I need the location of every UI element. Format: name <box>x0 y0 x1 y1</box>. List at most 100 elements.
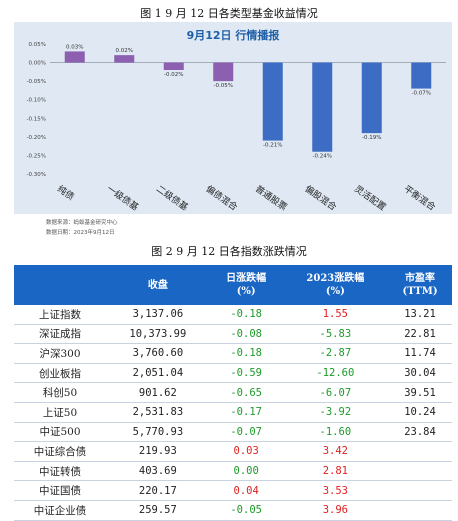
table-row: 沪深300 3,760.60 -0.18 -2.87 11.74 <box>14 343 452 364</box>
fund-returns-chart: 9月12日 行情播报 0.05% 0.00% -0.05% -0.10% -0.15% -… <box>14 22 452 214</box>
bar <box>213 62 234 82</box>
bar <box>361 62 382 134</box>
cell-name: 深证成指 <box>14 324 106 345</box>
cell-day: -0.08 <box>209 324 283 345</box>
cell-pe <box>388 500 452 521</box>
cell-ytd: 2.81 <box>282 461 389 482</box>
bar <box>262 62 283 141</box>
index-table: 收盘 日涨跌幅 (%) 2023涨跌幅 (%) 市盈率 (TTM) 上证指数 3,137… <box>14 265 452 521</box>
cell-pe: 23.84 <box>388 422 452 443</box>
cell-ytd: -12.60 <box>282 363 389 384</box>
bar <box>114 55 135 63</box>
data-label: 0.03% <box>66 44 83 50</box>
y-tick-label: -0.30% <box>27 172 46 178</box>
x-tick-label: 一级债基 <box>105 183 141 213</box>
data-label: -0.19% <box>362 135 381 141</box>
cell-day: 0.03 <box>209 441 283 462</box>
cell-name: 沪深300 <box>14 343 106 364</box>
cell-ytd: 3.42 <box>282 441 389 462</box>
x-tick-label: 二级债基 <box>154 183 190 213</box>
cell-day: -0.18 <box>209 343 283 364</box>
cell-pe <box>388 480 452 501</box>
cell-name: 科创50 <box>14 382 106 403</box>
data-label: -0.07% <box>412 91 431 97</box>
data-label: -0.24% <box>313 154 332 160</box>
cell-close: 220.17 <box>106 480 210 501</box>
table-row: 创业板指 2,051.04 -0.59 -12.60 30.04 <box>14 363 452 384</box>
header-day-change: 日涨跌幅 (%) <box>209 265 283 305</box>
cell-name: 上证50 <box>14 402 106 423</box>
cell-pe: 10.24 <box>388 402 452 423</box>
cell-name: 中证500 <box>14 422 106 443</box>
cell-day: -0.17 <box>209 402 283 423</box>
cell-pe: 22.81 <box>388 324 452 345</box>
figure2-caption: 图 2 9 月 12 日各指数涨跌情况 <box>151 245 307 258</box>
x-tick-label: 灵活配置 <box>352 183 388 213</box>
table-row: 中证转债 403.69 0.00 2.81 <box>14 461 452 482</box>
table-row: 科创50 901.62 -0.65 -6.07 39.51 <box>14 382 452 403</box>
cell-ytd: 3.96 <box>282 500 389 521</box>
cell-pe: 30.04 <box>388 363 452 384</box>
cell-close: 259.57 <box>106 500 210 521</box>
cell-close: 2,531.83 <box>106 402 210 423</box>
cell-pe: 13.21 <box>388 305 452 325</box>
table-row: 上证50 2,531.83 -0.17 -3.92 10.24 <box>14 402 452 423</box>
table-header-row: 收盘 日涨跌幅 (%) 2023涨跌幅 (%) 市盈率 (TTM) <box>14 265 452 305</box>
y-tick-label: -0.10% <box>27 98 46 104</box>
cell-day: -0.07 <box>209 422 283 443</box>
cell-day: -0.59 <box>209 363 283 384</box>
cell-close: 901.62 <box>106 382 210 403</box>
cell-name: 中证综合债 <box>14 441 106 462</box>
chart-title: 9月12日 行情播报 <box>186 29 280 42</box>
header-pe: 市盈率 (TTM) <box>388 265 452 305</box>
cell-pe: 11.74 <box>388 343 452 364</box>
x-tick-label: 偏债混合 <box>204 183 240 213</box>
cell-name: 中证企业债 <box>14 500 106 521</box>
cell-day: -0.65 <box>209 382 283 403</box>
data-label: -0.02% <box>164 72 183 78</box>
cell-close: 2,051.04 <box>106 363 210 384</box>
data-label: 0.02% <box>116 48 133 54</box>
bar <box>64 51 85 63</box>
y-tick-label: -0.15% <box>27 116 46 122</box>
table-row: 中证综合债 219.93 0.03 3.42 <box>14 441 452 462</box>
y-tick-label: 0.00% <box>29 61 46 67</box>
y-tick-label: -0.25% <box>27 153 46 159</box>
cell-ytd: -6.07 <box>282 382 389 403</box>
x-tick-label: 偏股混合 <box>303 183 339 213</box>
cell-close: 10,373.99 <box>106 324 210 345</box>
bar <box>312 62 333 152</box>
cell-close: 5,770.93 <box>106 422 210 443</box>
header-name <box>14 265 106 305</box>
cell-ytd: -2.87 <box>282 343 389 364</box>
cell-name: 上证指数 <box>14 305 106 325</box>
bar <box>411 62 432 89</box>
table-row: 上证指数 3,137.06 -0.18 1.55 13.21 <box>14 305 452 325</box>
cell-name: 中证国债 <box>14 480 106 501</box>
data-label: -0.05% <box>214 83 233 89</box>
cell-close: 3,760.60 <box>106 343 210 364</box>
cell-close: 3,137.06 <box>106 305 210 325</box>
cell-close: 403.69 <box>106 461 210 482</box>
y-tick-label: -0.20% <box>27 135 46 141</box>
cell-ytd: -3.92 <box>282 402 389 423</box>
table-row: 中证企业债 259.57 -0.05 3.96 <box>14 500 452 521</box>
y-tick-label: 0.05% <box>29 42 46 48</box>
cell-pe <box>388 461 452 482</box>
table-row: 深证成指 10,373.99 -0.08 -5.83 22.81 <box>14 324 452 345</box>
cell-ytd: -5.83 <box>282 324 389 345</box>
x-tick-label: 纯债 <box>55 183 77 203</box>
x-tick-label: 普通股票 <box>253 183 289 213</box>
cell-day: -0.18 <box>209 305 283 325</box>
cell-pe: 39.51 <box>388 382 452 403</box>
cell-pe <box>388 441 452 462</box>
cell-name: 中证转债 <box>14 461 106 482</box>
cell-day: -0.05 <box>209 500 283 521</box>
figure1-caption: 图 1 9 月 12 日各类型基金收益情况 <box>140 7 318 20</box>
y-tick-label: -0.05% <box>27 79 46 85</box>
header-ytd-change: 2023涨跌幅 (%) <box>282 265 389 305</box>
cell-day: 0.04 <box>209 480 283 501</box>
cell-close: 219.93 <box>106 441 210 462</box>
header-close: 收盘 <box>106 265 210 305</box>
bar <box>163 62 184 70</box>
